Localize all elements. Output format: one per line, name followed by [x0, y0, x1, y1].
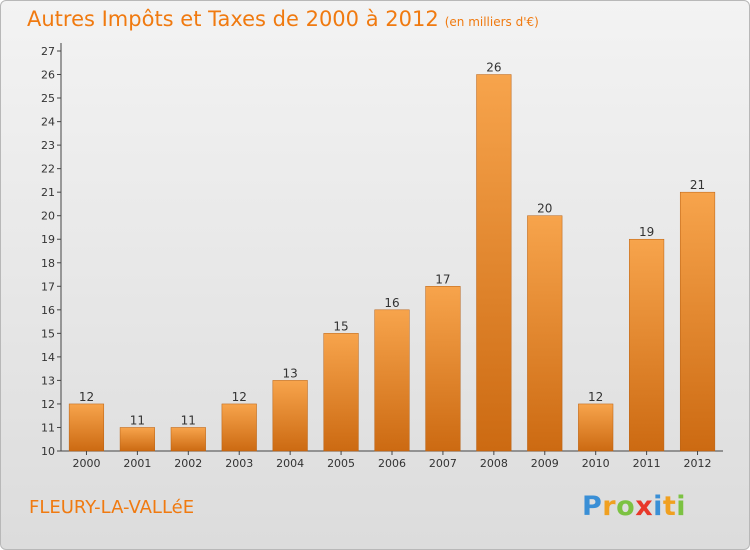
bar-value-label: 13 [283, 366, 298, 380]
y-tick-label: 18 [41, 257, 55, 270]
logo-letter: t [662, 491, 677, 522]
commune-name: FLEURY-LA-VALLéE [29, 497, 195, 518]
y-tick-label: 17 [41, 280, 55, 293]
x-tick-label: 2003 [225, 457, 253, 470]
x-tick-label: 2006 [378, 457, 406, 470]
bar [629, 238, 665, 452]
y-tick-label: 14 [41, 351, 55, 364]
bar-value-label: 20 [537, 202, 552, 216]
x-tick-label: 2012 [684, 457, 712, 470]
y-tick-label: 19 [41, 233, 55, 246]
bar-value-label: 17 [435, 272, 450, 286]
logo-letter: i [676, 491, 687, 522]
bar [578, 403, 614, 452]
logo-letter: P [582, 491, 603, 522]
x-tick-label: 2007 [429, 457, 457, 470]
bar [323, 333, 359, 452]
x-tick-label: 2008 [480, 457, 508, 470]
y-tick-label: 12 [41, 398, 55, 411]
y-tick-label: 15 [41, 327, 55, 340]
logo-letter: o [616, 491, 636, 522]
y-tick-label: 27 [41, 45, 55, 58]
bar [425, 286, 461, 452]
logo-letter: i [653, 491, 663, 522]
y-tick-label: 21 [41, 186, 55, 199]
x-tick-label: 2011 [633, 457, 661, 470]
x-tick-label: 2009 [531, 457, 559, 470]
bar-value-label: 19 [639, 225, 654, 239]
bar-value-label: 11 [130, 413, 145, 427]
x-tick-label: 2001 [123, 457, 151, 470]
bar-value-label: 12 [79, 390, 94, 404]
bar [679, 191, 716, 452]
bar-value-label: 15 [333, 319, 348, 333]
bar [221, 403, 257, 452]
y-tick-label: 26 [41, 69, 55, 82]
proxiti-logo: Proxiti [582, 491, 686, 522]
bar-value-label: 26 [486, 61, 501, 75]
y-tick-label: 11 [41, 421, 55, 434]
bar [374, 309, 410, 452]
y-tick-label: 16 [41, 304, 55, 317]
chart-title: Autres Impôts et Taxes de 2000 à 2012 (en… [27, 7, 539, 31]
bar [68, 403, 105, 452]
x-tick-label: 2002 [174, 457, 202, 470]
bar [476, 74, 512, 452]
y-tick-label: 20 [41, 210, 55, 223]
bar [170, 427, 206, 452]
x-tick-label: 2004 [276, 457, 304, 470]
x-tick-label: 2005 [327, 457, 355, 470]
bar-value-label: 12 [588, 390, 603, 404]
bar [272, 380, 308, 452]
bar-value-label: 12 [232, 390, 247, 404]
y-tick-label: 13 [41, 374, 55, 387]
bar [119, 427, 155, 452]
y-tick-label: 22 [41, 163, 55, 176]
y-tick-label: 25 [41, 92, 55, 105]
y-tick-label: 24 [41, 116, 55, 129]
logo-letter: x [635, 491, 654, 522]
bar-value-label: 16 [384, 296, 399, 310]
bar-value-label: 21 [690, 178, 705, 192]
bar [527, 215, 563, 452]
y-tick-label: 23 [41, 139, 55, 152]
unit-note: (en milliers d'€) [444, 15, 539, 29]
bar-value-label: 11 [181, 413, 196, 427]
y-tick-label: 10 [41, 445, 55, 458]
x-tick-label: 2000 [72, 457, 100, 470]
title-text: Autres Impôts et Taxes de 2000 à 2012 [27, 7, 439, 31]
logo-letter: r [602, 491, 617, 522]
x-tick-label: 2010 [582, 457, 610, 470]
